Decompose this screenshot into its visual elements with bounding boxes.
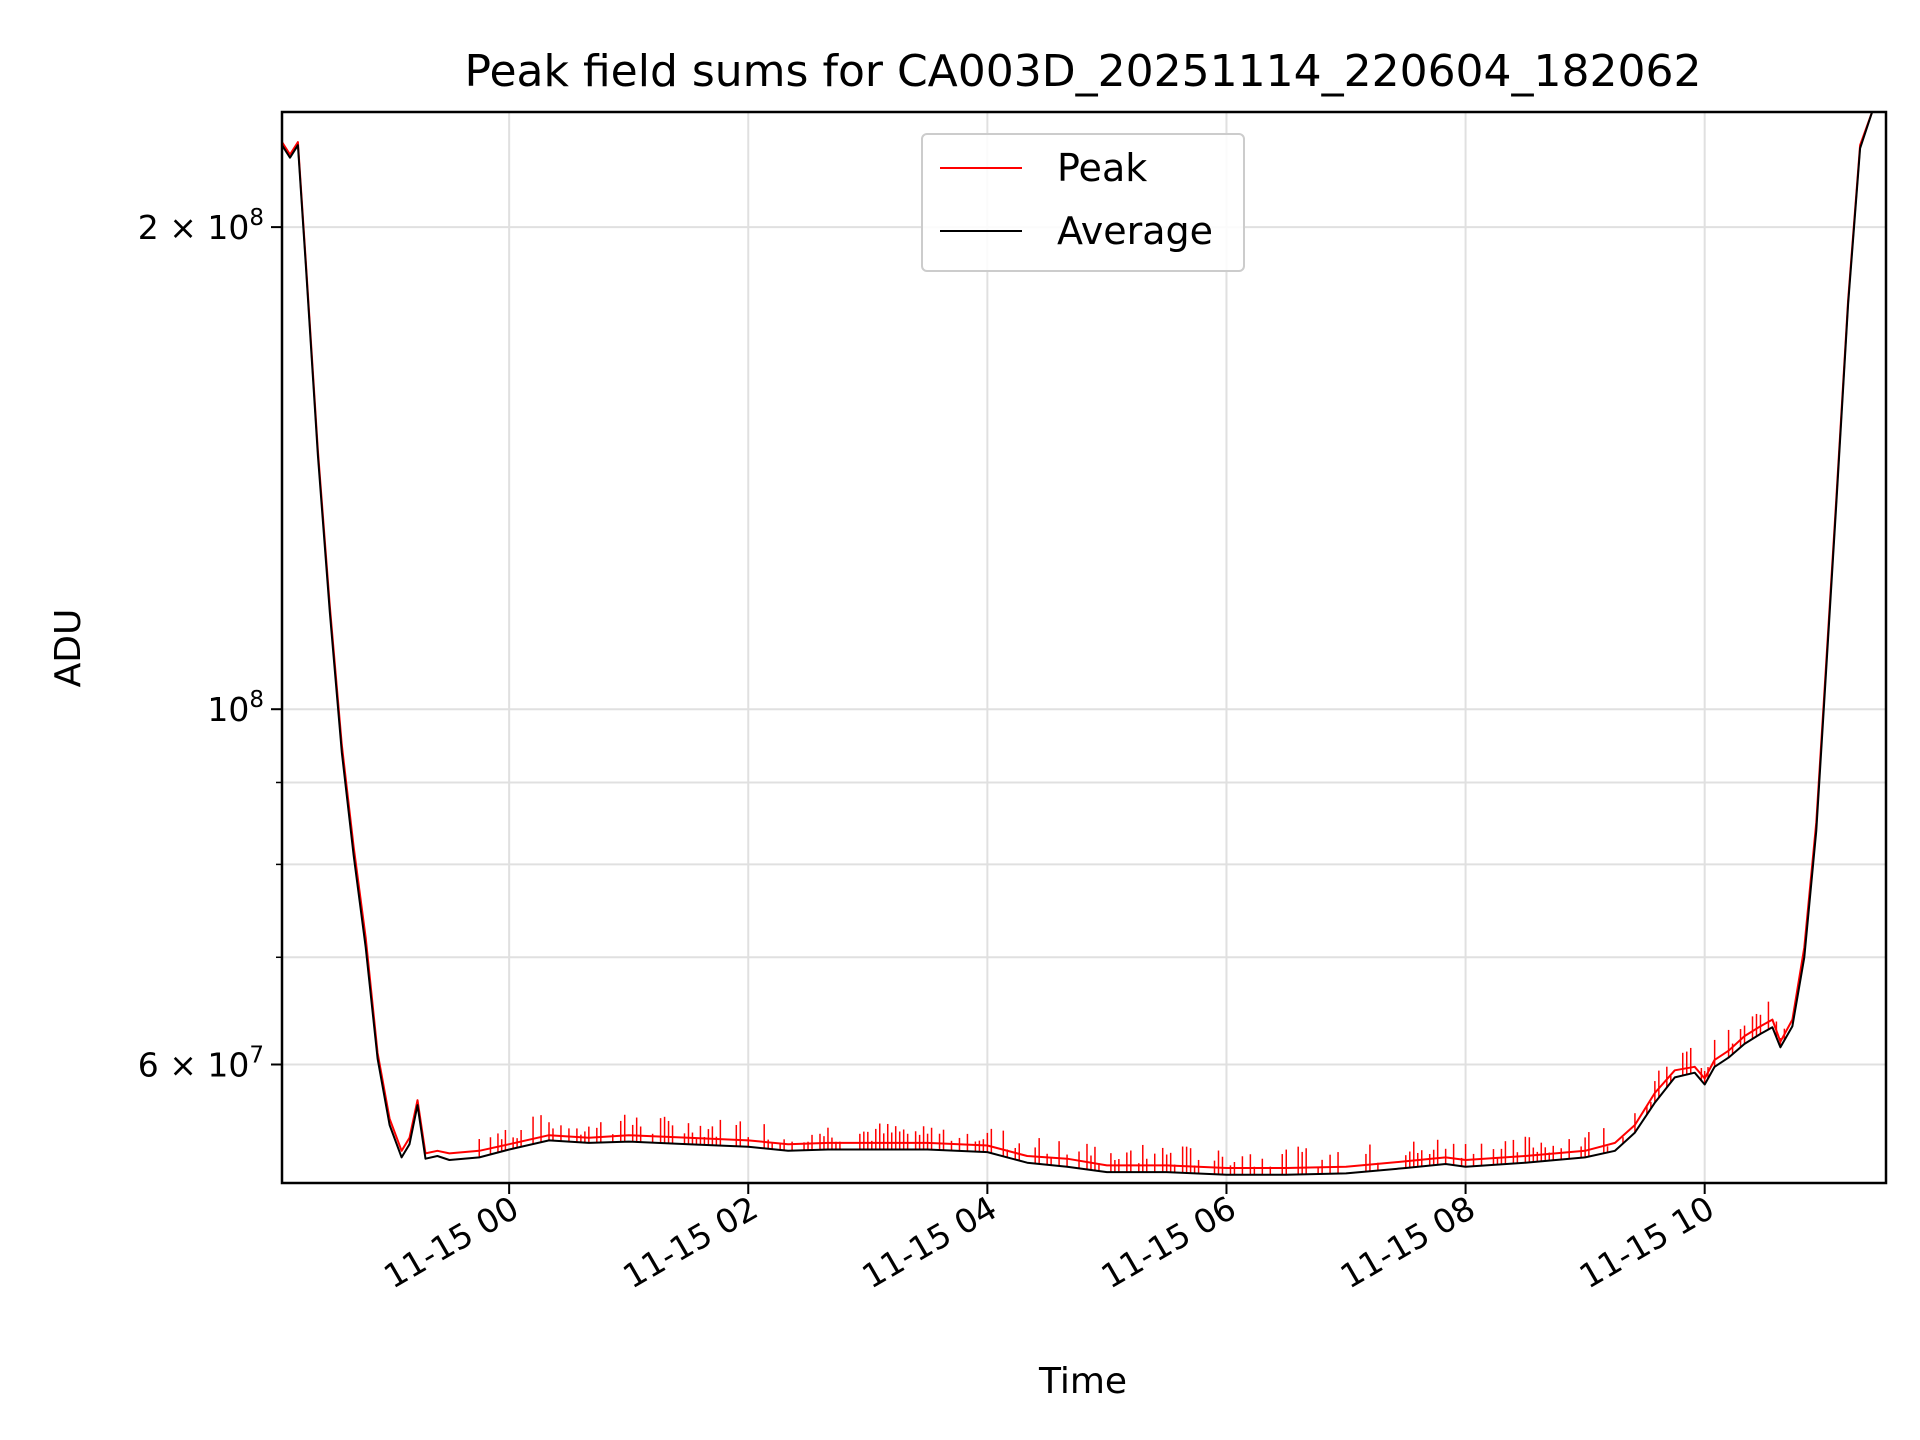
plot-frame <box>280 110 1888 1185</box>
chart-title: Peak field sums for CA003D_20251114_2206… <box>464 46 1701 97</box>
y-tick-label: 108 <box>207 687 264 729</box>
grid-lines <box>282 112 1886 1183</box>
y-tick-label-base: 2 × 10 <box>138 208 250 247</box>
y-tick-label-base: 6 × 10 <box>138 1045 250 1084</box>
y-tick-label-base: 10 <box>207 690 249 729</box>
y-tick-label: 2 × 108 <box>138 205 264 247</box>
y-tick-label-exponent: 8 <box>249 687 264 713</box>
y-axis-label: ADU <box>48 609 89 688</box>
legend-label-average: Average <box>1057 209 1213 253</box>
y-tick-label: 6 × 107 <box>138 1042 264 1084</box>
series-line-average <box>282 112 1874 1176</box>
peak-spikes <box>478 1001 1786 1175</box>
x-axis-label: Time <box>1038 1361 1127 1402</box>
y-tick-label-exponent: 8 <box>249 205 264 231</box>
y-tick-label-exponent: 7 <box>249 1042 264 1068</box>
legend: Peak Average <box>921 133 1245 272</box>
legend-label-peak: Peak <box>1057 146 1147 190</box>
